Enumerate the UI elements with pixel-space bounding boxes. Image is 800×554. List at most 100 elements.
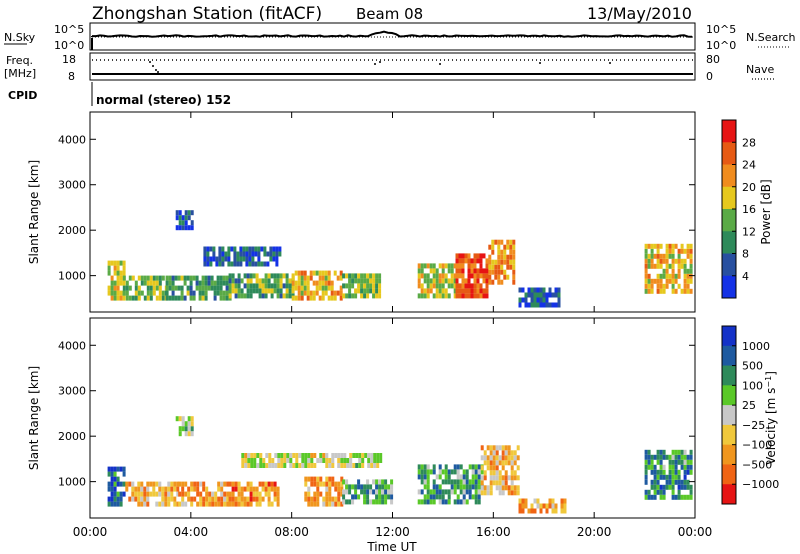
data-cell [489, 450, 493, 456]
data-cell [128, 295, 132, 301]
data-cell [270, 273, 274, 279]
data-cell [689, 494, 693, 500]
data-cell [181, 416, 185, 422]
data-cell [342, 489, 346, 495]
data-cell [304, 496, 308, 502]
data-cell [369, 283, 373, 289]
data-cell [486, 460, 490, 466]
data-cell [176, 481, 180, 487]
data-cell [650, 454, 654, 460]
data-cell [548, 498, 552, 504]
data-cell [282, 293, 286, 299]
data-cell [536, 302, 540, 308]
data-cell [113, 491, 117, 497]
data-cell [479, 253, 483, 259]
data-cell [278, 251, 282, 257]
data-cell [268, 463, 272, 468]
data-cell [276, 283, 280, 289]
data-cell [650, 494, 654, 500]
data-cell [659, 454, 663, 460]
data-cell [677, 273, 681, 279]
data-cell [680, 484, 684, 490]
data-cell [248, 251, 252, 257]
data-cell [271, 463, 275, 468]
data-cell [291, 275, 295, 281]
data-cell [461, 258, 465, 264]
data-cell [263, 261, 267, 267]
data-cell [357, 288, 361, 294]
data-cell [495, 450, 499, 456]
data-cell [656, 474, 660, 480]
data-cell [650, 243, 654, 249]
data-cell [441, 278, 445, 284]
data-cell [378, 489, 382, 495]
data-cell [303, 275, 307, 281]
data-cell [476, 288, 480, 294]
data-cell [467, 288, 471, 294]
data-cell [215, 256, 219, 262]
data-cell [189, 295, 193, 301]
data-cell [435, 293, 439, 299]
data-cell [110, 491, 114, 497]
data-cell [324, 270, 328, 276]
data-cell [426, 479, 430, 485]
data-cell [286, 453, 290, 458]
data-cell [319, 481, 323, 487]
data-cell [274, 463, 278, 468]
data-cell [261, 288, 265, 294]
data-cell [213, 280, 217, 286]
data-cell [662, 253, 666, 259]
data-cell [184, 225, 188, 231]
data-cell [167, 486, 171, 492]
data-cell [462, 479, 466, 485]
data-cell [653, 243, 657, 249]
data-cell [206, 246, 210, 252]
data-cell [257, 246, 261, 252]
data-cell [488, 264, 492, 270]
data-cell [441, 499, 445, 505]
data-cell [175, 215, 179, 221]
data-cell [554, 287, 558, 293]
data-cell [453, 273, 457, 279]
data-cell [366, 484, 370, 490]
data-cell [259, 453, 263, 458]
data-cell [683, 248, 687, 254]
data-cell [560, 508, 564, 514]
x-tick-label: 08:00 [274, 525, 309, 539]
data-cell [107, 471, 111, 477]
data-cell [170, 491, 174, 497]
data-cell [259, 463, 263, 468]
data-cell [267, 481, 271, 487]
data-cell [258, 501, 262, 507]
data-cell [339, 285, 343, 291]
data-cell [504, 445, 508, 451]
freq-dip-point [155, 69, 157, 71]
data-cell [313, 491, 317, 497]
data-cell [387, 494, 391, 500]
data-cell [152, 280, 156, 286]
data-cell [506, 254, 510, 260]
data-cell [680, 288, 684, 294]
data-cell [155, 501, 159, 507]
data-cell [492, 450, 496, 456]
data-cell [146, 275, 150, 281]
data-cell [243, 283, 247, 289]
data-cell [301, 463, 305, 468]
data-cell [647, 263, 651, 269]
data-cell [250, 453, 254, 458]
data-cell [189, 285, 193, 291]
data-cell [677, 253, 681, 259]
data-cell [255, 501, 259, 507]
time-axis: 00:00 04:00 08:00 12:00 16:00 20:00 00:00 [73, 112, 712, 539]
data-cell [420, 283, 424, 289]
data-cell [521, 503, 525, 509]
data-cell [342, 293, 346, 299]
data-cell [310, 453, 314, 458]
data-cell [533, 498, 537, 504]
data-cell [674, 258, 678, 264]
data-cell [665, 268, 669, 274]
data-cell [180, 295, 184, 301]
data-cell [554, 302, 558, 308]
colorbar-swatch [722, 464, 736, 485]
